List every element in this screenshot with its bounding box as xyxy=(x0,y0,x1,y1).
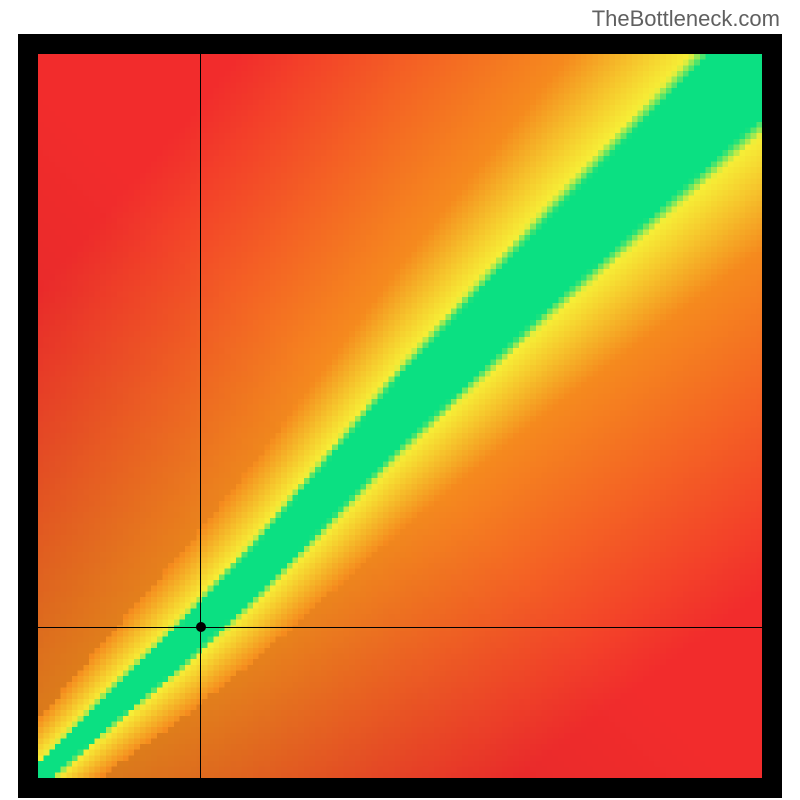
bottleneck-heatmap xyxy=(38,54,762,778)
crosshair-horizontal xyxy=(38,627,762,628)
crosshair-vertical xyxy=(200,54,201,778)
watermark-text: TheBottleneck.com xyxy=(592,6,780,32)
crosshair-marker-dot xyxy=(196,622,206,632)
